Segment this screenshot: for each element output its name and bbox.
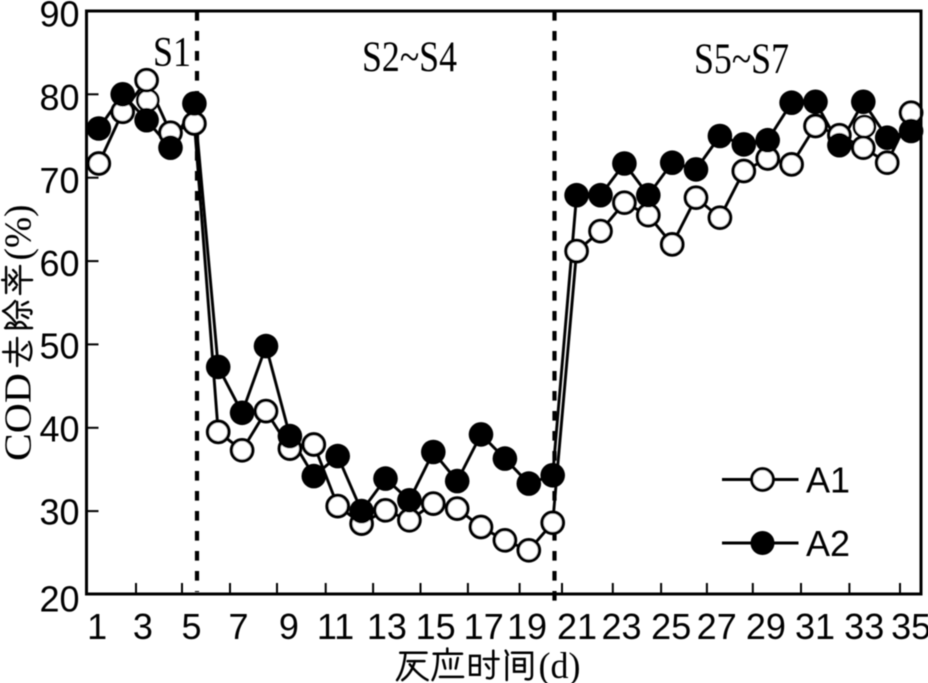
svg-text:S2~S4: S2~S4	[362, 34, 457, 81]
svg-text:9: 9	[279, 606, 299, 647]
svg-text:50: 50	[39, 326, 79, 367]
svg-text:(%): (%)	[0, 205, 40, 261]
svg-text:31: 31	[795, 606, 835, 647]
svg-text:S1: S1	[153, 30, 191, 76]
svg-text:1: 1	[87, 606, 107, 647]
svg-text:33: 33	[844, 606, 884, 647]
svg-text:70: 70	[39, 160, 79, 201]
svg-text:30: 30	[39, 492, 79, 533]
svg-text:A2: A2	[806, 523, 850, 564]
svg-text:19: 19	[507, 606, 547, 647]
svg-text:A1: A1	[806, 460, 850, 501]
svg-text:40: 40	[39, 409, 79, 450]
svg-text:5: 5	[181, 606, 201, 647]
svg-text:11: 11	[317, 606, 354, 647]
svg-text:80: 80	[39, 77, 79, 118]
svg-text:35: 35	[891, 606, 928, 647]
svg-text:13: 13	[367, 606, 407, 647]
svg-text:S5~S7: S5~S7	[694, 36, 789, 83]
svg-text:20: 20	[39, 578, 79, 619]
svg-text:25: 25	[651, 606, 691, 647]
svg-text:27: 27	[697, 606, 737, 647]
svg-text:90: 90	[39, 0, 79, 34]
svg-text:23: 23	[601, 606, 641, 647]
svg-text:3: 3	[133, 606, 153, 647]
svg-text:15: 15	[416, 606, 456, 647]
svg-text:60: 60	[39, 243, 79, 284]
svg-text:(d): (d)	[539, 646, 581, 683]
svg-text:17: 17	[464, 606, 504, 647]
svg-text:7: 7	[228, 606, 248, 647]
svg-text:29: 29	[746, 606, 786, 647]
svg-text:COD: COD	[0, 373, 40, 461]
svg-text:21: 21	[557, 606, 597, 647]
